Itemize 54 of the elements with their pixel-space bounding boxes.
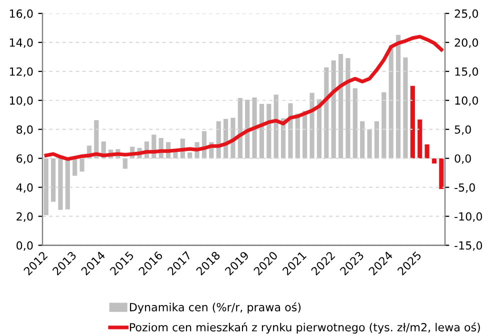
y2-tick-label: -10,0 bbox=[454, 212, 482, 222]
bar bbox=[266, 104, 272, 158]
y2-tick-label: -15,0 bbox=[454, 241, 482, 251]
bar bbox=[331, 60, 336, 158]
y-tick-label: 10,0 bbox=[10, 96, 33, 106]
bar bbox=[374, 121, 380, 158]
bar bbox=[439, 158, 444, 190]
legend-label: Poziom cen mieszkań z rynku pierwotnego (tys. zł/m2, lewa oś) bbox=[130, 322, 480, 334]
bar bbox=[310, 92, 314, 158]
line-series bbox=[44, 34, 444, 161]
bar bbox=[410, 86, 415, 158]
legend-label: Dynamika cen (%r/r, prawa oś) bbox=[130, 302, 301, 314]
y-tick-label: 6,0 bbox=[16, 154, 33, 164]
bar bbox=[338, 54, 344, 158]
bar bbox=[58, 158, 63, 210]
bar bbox=[122, 158, 128, 169]
y2-tick-label: 0,0 bbox=[454, 154, 471, 164]
y-tick-label: 14,0 bbox=[10, 38, 33, 48]
bar bbox=[288, 103, 293, 158]
bar bbox=[188, 152, 192, 158]
bar bbox=[382, 92, 386, 158]
y-tick-label: 0,0 bbox=[16, 241, 33, 251]
bar bbox=[403, 57, 408, 158]
y2-tick-label: -5,0 bbox=[454, 183, 475, 193]
bar bbox=[324, 67, 329, 158]
bar bbox=[360, 121, 365, 158]
y-tick-label: 2,0 bbox=[16, 212, 33, 222]
y2-tick-label: 5,0 bbox=[454, 125, 471, 135]
y2-tick-label: 10,0 bbox=[455, 96, 478, 106]
bar bbox=[274, 94, 278, 158]
bar bbox=[424, 144, 430, 158]
bar bbox=[50, 158, 56, 202]
bar bbox=[346, 58, 350, 158]
bar bbox=[238, 98, 242, 158]
bar bbox=[388, 45, 394, 158]
bar bbox=[72, 158, 78, 176]
bar bbox=[396, 34, 401, 158]
bar bbox=[252, 97, 257, 158]
bar bbox=[352, 88, 358, 158]
bar bbox=[245, 100, 250, 158]
bar bbox=[44, 158, 48, 216]
bar bbox=[80, 158, 84, 172]
bar bbox=[65, 158, 70, 210]
bar bbox=[432, 158, 437, 164]
bar bbox=[259, 104, 264, 158]
bar bbox=[418, 120, 422, 158]
y2-tick-label: 25,0 bbox=[454, 9, 478, 19]
y2-tick-label: 20,0 bbox=[454, 38, 478, 48]
y-tick-label: 12,0 bbox=[10, 67, 33, 77]
y2-tick-label: 15,0 bbox=[455, 67, 478, 77]
y-tick-label: 4,0 bbox=[16, 183, 33, 193]
bar bbox=[367, 129, 372, 158]
y-tick-label: 8,0 bbox=[16, 125, 33, 135]
y-tick-label: 16,0 bbox=[10, 9, 33, 19]
